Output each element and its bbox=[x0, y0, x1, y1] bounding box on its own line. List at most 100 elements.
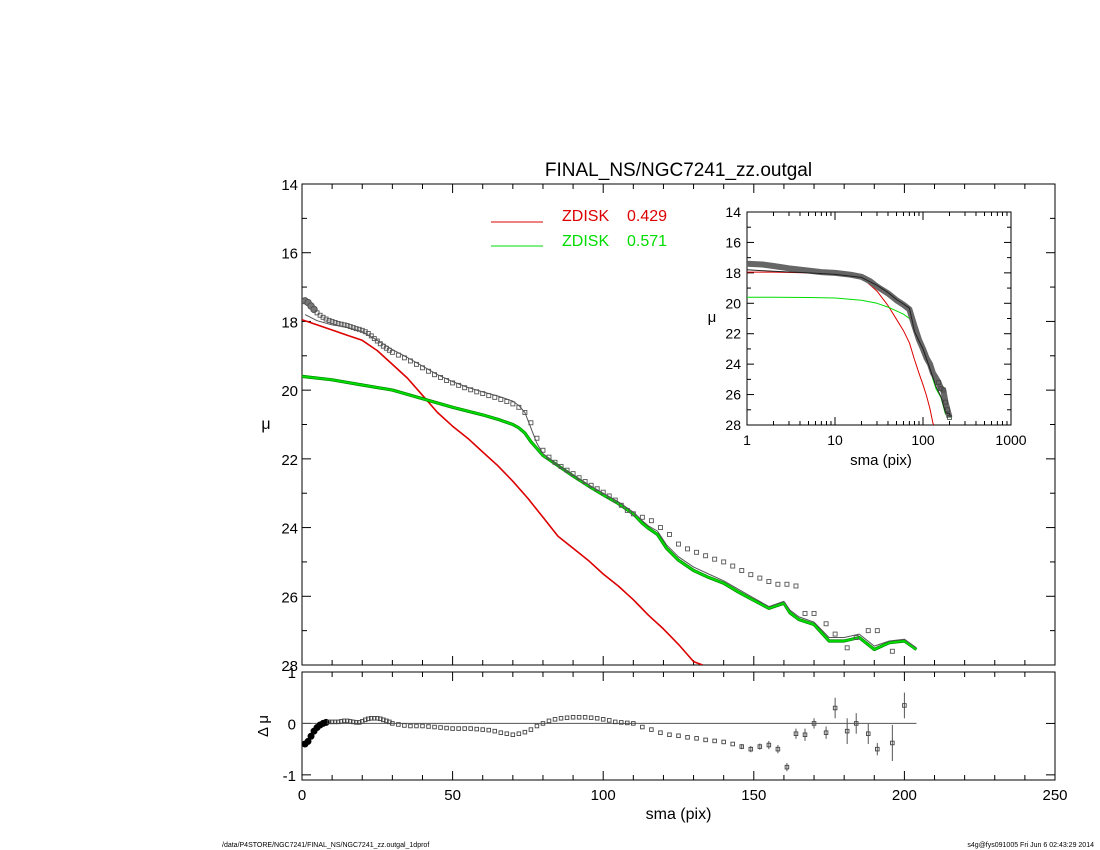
observed-point bbox=[564, 467, 570, 473]
observed-point bbox=[823, 621, 829, 627]
inset-y-tick-label: 18 bbox=[725, 265, 741, 281]
residual-point bbox=[516, 731, 522, 736]
series-model-total-line bbox=[304, 314, 917, 649]
observed-point bbox=[480, 391, 486, 397]
observed-point bbox=[510, 401, 516, 407]
residual-point bbox=[685, 735, 690, 740]
residual-point bbox=[570, 715, 576, 720]
observed-point bbox=[534, 435, 540, 441]
observed-point bbox=[516, 404, 522, 410]
y-tick-label: 22 bbox=[281, 452, 298, 469]
observed-point bbox=[889, 648, 895, 654]
residual-point bbox=[498, 730, 504, 735]
observed-point bbox=[766, 579, 772, 584]
inset-x-tick-label: 100 bbox=[911, 432, 935, 448]
residual-point bbox=[582, 715, 588, 720]
observed-point bbox=[546, 454, 552, 460]
residual-point bbox=[486, 727, 491, 733]
observed-point bbox=[594, 486, 600, 492]
residual-point bbox=[307, 732, 315, 740]
inset-plot-frame bbox=[746, 211, 1012, 426]
residual-point bbox=[658, 730, 663, 735]
observed-point bbox=[341, 322, 347, 328]
residual-y-axis-label: Δ μ bbox=[255, 715, 272, 737]
x-tick-label: 200 bbox=[892, 787, 917, 804]
residual-point bbox=[384, 718, 389, 724]
x-tick-label: 0 bbox=[298, 787, 306, 804]
legend-label-zdisk-0429: ZDISK bbox=[562, 208, 609, 225]
observed-point bbox=[570, 471, 576, 477]
residual-point bbox=[335, 719, 341, 725]
residual-point bbox=[456, 726, 461, 731]
residual-point bbox=[396, 722, 401, 727]
residual-point bbox=[649, 727, 654, 732]
residual-point bbox=[375, 716, 380, 721]
residual-point bbox=[304, 737, 312, 745]
observed-point bbox=[712, 556, 718, 562]
inset-series-model-total-line bbox=[747, 269, 951, 418]
observed-point bbox=[389, 349, 395, 355]
observed-point bbox=[462, 385, 468, 391]
residual-point bbox=[420, 723, 425, 729]
residual-point bbox=[640, 724, 645, 730]
residual-point bbox=[619, 720, 624, 725]
inset-y-tick-label: 20 bbox=[725, 295, 741, 311]
residual-point bbox=[426, 724, 431, 729]
inset-series-observed-band bbox=[747, 260, 953, 419]
residual-plot-frame bbox=[301, 671, 1056, 781]
residual-point bbox=[832, 705, 838, 711]
residual-point bbox=[811, 721, 817, 726]
inset-y-axis-label: μ bbox=[708, 309, 717, 326]
observed-point bbox=[703, 553, 709, 559]
observed-point bbox=[486, 393, 492, 399]
residual-point bbox=[350, 719, 356, 725]
observed-point bbox=[657, 525, 663, 531]
y-axis-label: μ bbox=[261, 416, 270, 433]
observed-point bbox=[353, 326, 359, 332]
observed-point bbox=[832, 631, 838, 637]
observed-point bbox=[558, 463, 564, 469]
observed-point bbox=[407, 358, 413, 364]
observed-point bbox=[582, 479, 588, 484]
observed-point bbox=[335, 321, 341, 326]
observed-point bbox=[624, 507, 630, 513]
residual-point bbox=[576, 715, 582, 720]
observed-point bbox=[730, 563, 736, 569]
y-tick-label: 20 bbox=[281, 383, 298, 400]
residual-y-tick-label: 0 bbox=[288, 716, 296, 733]
observed-point bbox=[350, 325, 356, 331]
observed-point bbox=[865, 628, 871, 634]
residual-point bbox=[480, 727, 485, 732]
inset-y-tick-label: 28 bbox=[725, 417, 741, 433]
residual-point bbox=[712, 738, 717, 744]
residual-point bbox=[606, 718, 612, 723]
observed-point bbox=[784, 581, 790, 587]
observed-point bbox=[552, 459, 558, 465]
observed-point bbox=[329, 318, 335, 324]
residual-point bbox=[793, 731, 799, 736]
observed-point bbox=[368, 333, 374, 339]
residual-point bbox=[353, 720, 359, 725]
observed-point bbox=[438, 374, 444, 380]
inset-observed-point bbox=[943, 399, 948, 405]
observed-point bbox=[344, 323, 350, 329]
residual-point bbox=[504, 731, 510, 736]
inset-x-tick-label: 1 bbox=[743, 432, 751, 448]
observed-point bbox=[347, 324, 353, 330]
observed-point bbox=[685, 546, 690, 552]
residual-point bbox=[372, 716, 377, 721]
residual-point bbox=[432, 724, 437, 730]
residual-point bbox=[414, 723, 419, 729]
observed-point bbox=[600, 489, 606, 495]
residual-point bbox=[347, 719, 353, 724]
observed-point bbox=[323, 316, 329, 322]
residual-point bbox=[823, 730, 829, 735]
observed-point bbox=[474, 389, 480, 395]
residual-point bbox=[625, 720, 630, 726]
y-tick-label: 14 bbox=[281, 177, 298, 194]
observed-point bbox=[332, 320, 338, 325]
inset-y-tick-label: 26 bbox=[725, 387, 741, 403]
observed-point bbox=[793, 583, 799, 589]
observed-point bbox=[374, 338, 380, 344]
